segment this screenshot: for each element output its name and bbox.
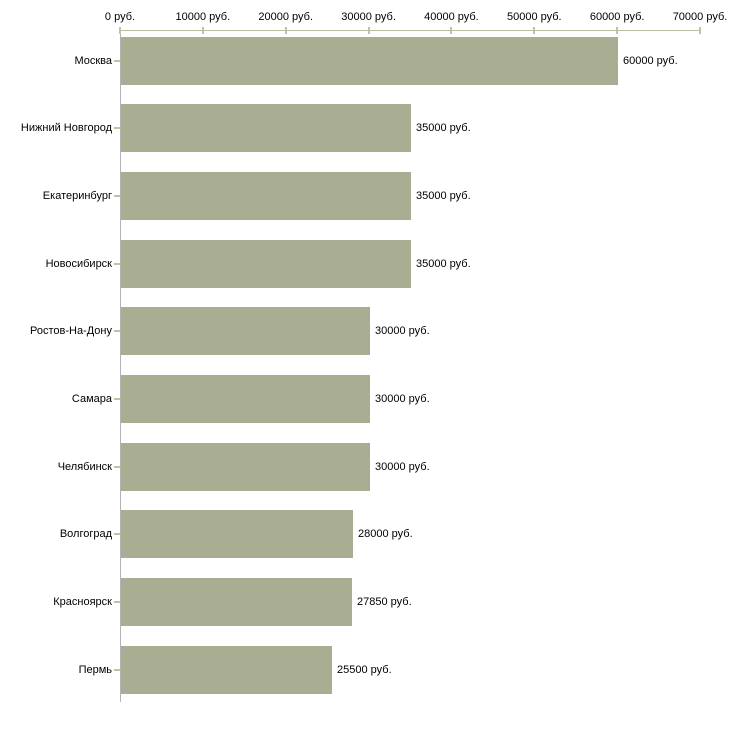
value-label: 30000 руб. [375, 461, 430, 473]
category-tick [114, 263, 120, 265]
category-tick [114, 669, 120, 671]
bar [121, 443, 370, 491]
category-tick [114, 533, 120, 535]
x-axis-tick [367, 27, 370, 34]
value-label: 28000 руб. [358, 528, 413, 540]
bar [121, 307, 370, 355]
bar [121, 240, 411, 288]
category-tick [114, 195, 120, 197]
bar [121, 104, 411, 152]
x-tick-label: 70000 руб. [672, 11, 728, 23]
bar [121, 37, 618, 85]
category-label: Волгоград [59, 528, 112, 540]
category-label: Ростов-На-Дону [29, 325, 112, 337]
x-axis-line [120, 30, 701, 31]
category-tick [114, 60, 120, 62]
bar [121, 578, 352, 626]
y-axis-line [120, 30, 121, 702]
value-label: 35000 руб. [416, 258, 471, 270]
x-axis-tick [616, 27, 619, 34]
category-tick [114, 127, 120, 129]
x-tick-label: 40000 руб. [424, 11, 479, 23]
value-label: 25500 руб. [337, 664, 392, 676]
x-axis-tick [201, 27, 204, 34]
value-label: 30000 руб. [375, 325, 430, 337]
category-label: Самара [71, 393, 112, 405]
x-axis-tick [284, 27, 287, 34]
category-label: Новосибирск [45, 258, 112, 270]
x-tick-label: 30000 руб. [341, 11, 396, 23]
category-tick [114, 398, 120, 400]
x-axis-tick [533, 27, 536, 34]
bar [121, 646, 332, 694]
category-tick [114, 466, 120, 468]
x-tick-label: 20000 руб. [258, 11, 314, 23]
x-axis-tick [699, 27, 701, 34]
x-axis-tick [119, 27, 121, 34]
bar [121, 510, 353, 558]
value-label: 60000 руб. [623, 55, 678, 67]
category-tick [114, 601, 120, 603]
bar [121, 172, 411, 220]
value-label: 27850 руб. [357, 596, 412, 608]
category-label: Екатеринбург [42, 190, 112, 202]
x-tick-label: 60000 руб. [589, 11, 645, 23]
x-tick-label: 50000 руб. [506, 11, 562, 23]
value-label: 35000 руб. [416, 190, 471, 202]
value-label: 30000 руб. [375, 393, 430, 405]
x-tick-label: 10000 руб. [175, 11, 231, 23]
bar [121, 375, 370, 423]
category-label: Москва [74, 55, 112, 67]
category-tick [114, 330, 120, 332]
x-axis-tick [450, 27, 453, 34]
value-label: 35000 руб. [416, 122, 471, 134]
category-label: Пермь [78, 664, 112, 676]
x-tick-label: 0 руб. [104, 11, 136, 23]
category-label: Челябинск [57, 461, 112, 473]
category-label: Красноярск [53, 596, 112, 608]
category-label: Нижний Новгород [20, 122, 112, 134]
